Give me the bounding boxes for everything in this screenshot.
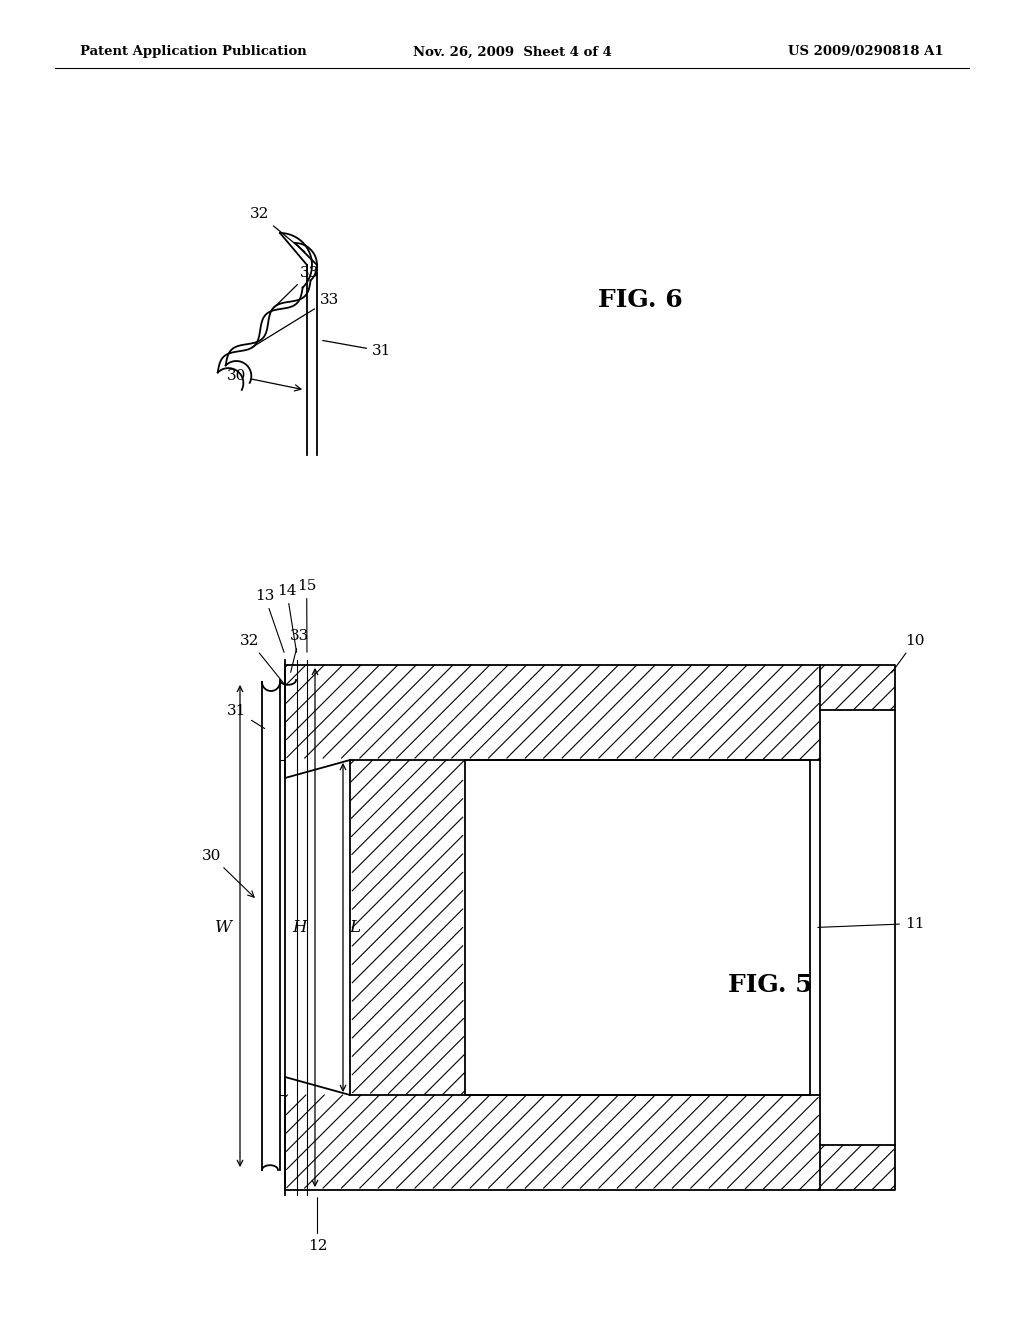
Text: 31: 31	[227, 704, 264, 729]
Text: 14: 14	[278, 583, 297, 652]
Text: Patent Application Publication: Patent Application Publication	[80, 45, 307, 58]
Text: FIG. 5: FIG. 5	[728, 973, 812, 997]
Text: 31: 31	[323, 341, 391, 358]
Text: 30: 30	[202, 849, 254, 898]
Text: 12: 12	[308, 1197, 328, 1253]
Text: 10: 10	[892, 634, 925, 673]
Text: 32: 32	[240, 634, 284, 682]
Text: H: H	[293, 919, 307, 936]
Text: L: L	[349, 919, 360, 936]
Text: 15: 15	[297, 579, 316, 652]
Text: 13: 13	[255, 589, 284, 652]
Text: 33: 33	[252, 293, 339, 347]
Text: W: W	[215, 919, 232, 936]
Text: Nov. 26, 2009  Sheet 4 of 4: Nov. 26, 2009 Sheet 4 of 4	[413, 45, 611, 58]
Text: 30: 30	[227, 370, 301, 391]
Text: 32: 32	[250, 207, 305, 252]
Text: 11: 11	[818, 916, 925, 931]
Text: FIG. 6: FIG. 6	[598, 288, 682, 312]
Text: 33: 33	[271, 265, 319, 310]
Text: 33: 33	[290, 630, 309, 672]
Text: US 2009/0290818 A1: US 2009/0290818 A1	[788, 45, 944, 58]
